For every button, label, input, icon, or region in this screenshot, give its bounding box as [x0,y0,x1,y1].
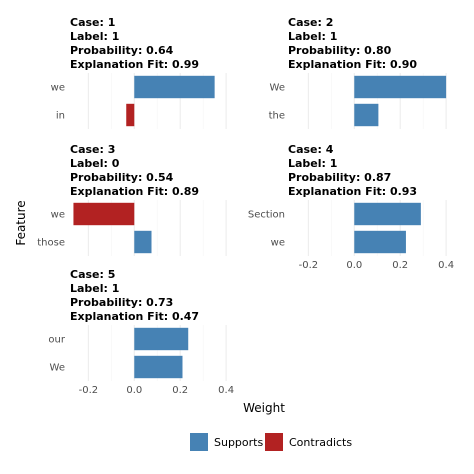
legend-swatch [265,433,283,451]
bar-we [134,75,215,99]
legend-swatch [190,433,208,451]
feature-label: those [37,238,65,249]
bar-those [134,230,152,254]
legend-item: Contradicts [265,433,352,451]
bar-we [354,230,406,254]
x-axis-title: Weight [243,401,285,415]
bar-We [354,75,447,99]
panel-header-line: Explanation Fit: 0.47 [70,310,199,323]
panel-header-line: Label: 1 [70,30,119,43]
panel-header-line: Probability: 0.54 [70,171,174,184]
panel-header-line: Case: 4 [288,143,334,156]
legend: Supports Contradicts [190,433,352,451]
feature-label: in [56,111,65,122]
feature-label: our [48,335,65,346]
y-axis-title: Feature [14,200,28,245]
legend-label: Contradicts [289,436,352,449]
x-tick-label: -0.2 [299,260,319,271]
bar-Section [354,202,421,226]
feature-label: We [50,363,65,374]
bar-We [134,355,183,379]
feature-label: Section [248,210,285,221]
panel-header-line: Explanation Fit: 0.99 [70,58,199,71]
panel-header-line: Label: 1 [288,157,337,170]
feature-label: we [271,238,285,249]
panel-header-line: Probability: 0.64 [70,44,174,57]
panel-header-line: Case: 3 [70,143,115,156]
bar-we [73,202,135,226]
panel-header-line: Case: 5 [70,268,115,281]
legend-item: Supports [190,433,263,451]
feature-label: We [270,83,285,94]
bar-in [126,103,135,127]
panel-header-line: Explanation Fit: 0.89 [70,185,199,198]
panel-header-line: Label: 0 [70,157,120,170]
x-tick-label: 0.2 [392,260,408,271]
feature-label: we [51,210,65,221]
x-tick-label: 0.2 [172,385,188,396]
bar-our [134,327,189,351]
panel-header-line: Probability: 0.87 [288,171,391,184]
feature-label: the [269,111,285,122]
panel-header-line: Explanation Fit: 0.93 [288,185,417,198]
panel-header-line: Label: 1 [288,30,337,43]
panel-header-line: Case: 1 [70,16,115,29]
x-tick-label: 0.0 [346,260,362,271]
panel-header-line: Probability: 0.80 [288,44,392,57]
x-tick-label: 0.4 [438,260,454,271]
legend-label: Supports [214,436,263,449]
panel-header-line: Case: 2 [288,16,333,29]
feature-label: we [51,83,65,94]
panel-header-line: Probability: 0.73 [70,296,173,309]
panel-header-line: Label: 1 [70,282,119,295]
panel-header-line: Explanation Fit: 0.90 [288,58,417,71]
x-tick-label: 0.0 [126,385,142,396]
bar-the [354,103,379,127]
x-tick-label: 0.4 [218,385,234,396]
x-tick-label: -0.2 [79,385,99,396]
